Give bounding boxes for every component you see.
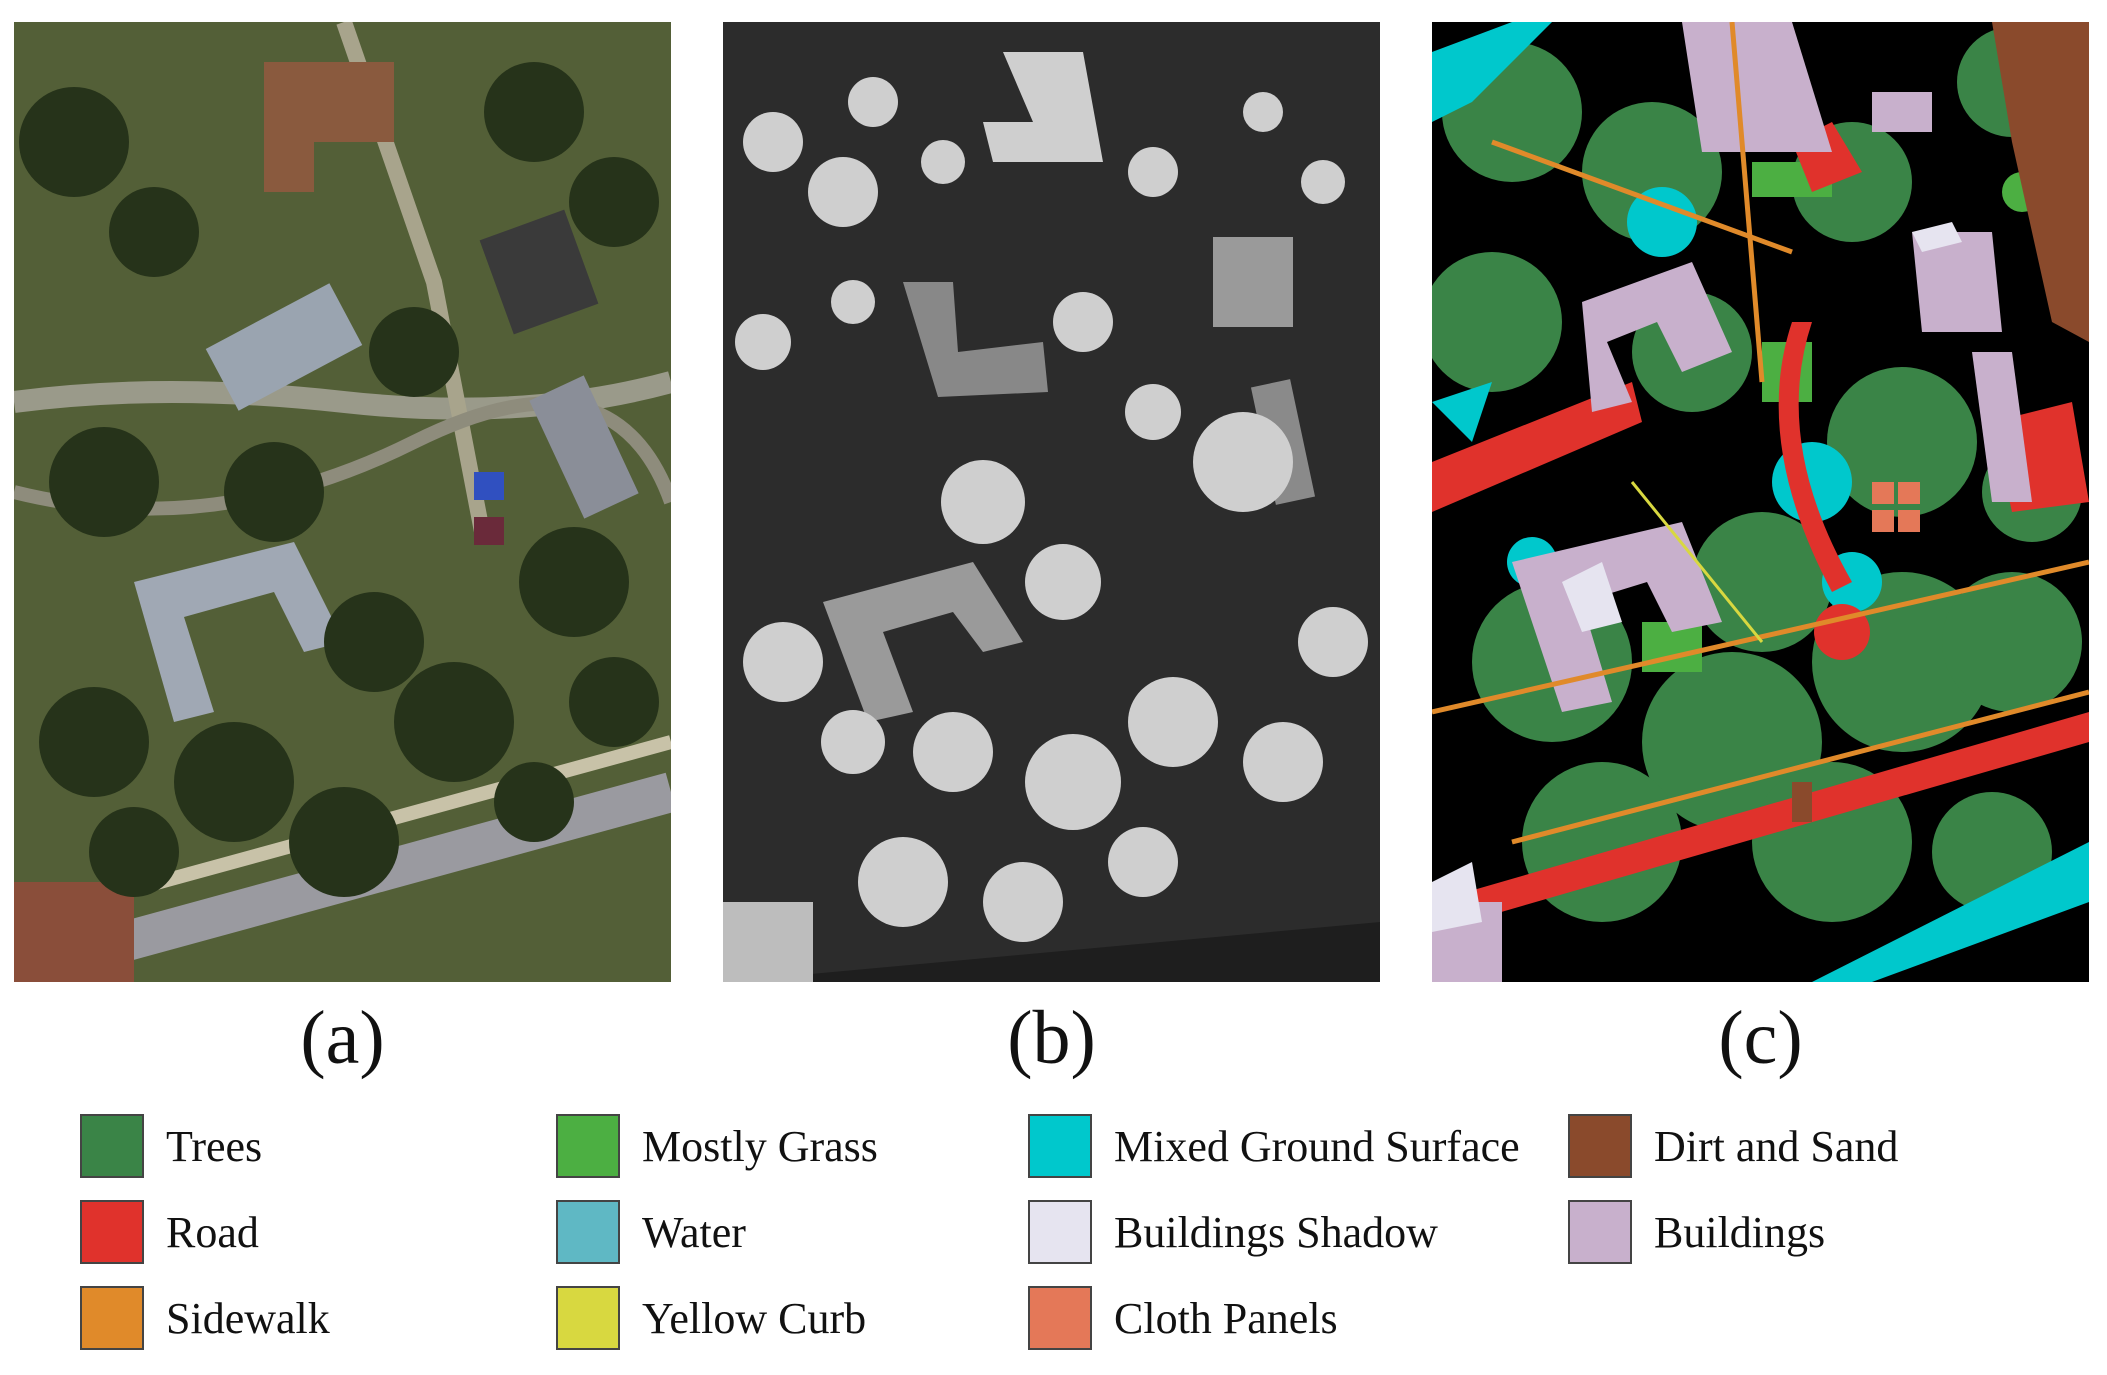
legend-item-sidewalk: Sidewalk [80,1284,330,1352]
legend-label-mixed-ground-surface: Mixed Ground Surface [1114,1121,1520,1171]
legend-label-water: Water [642,1207,746,1257]
legend-label-sidewalk: Sidewalk [166,1293,330,1343]
legend-item-mostly-grass: Mostly Grass [556,1112,878,1180]
legend-label-road: Road [166,1207,259,1257]
legend-label-buildings: Buildings [1654,1207,1826,1257]
legend-swatch-yellow-curb [556,1286,620,1350]
legend-item-yellow-curb: Yellow Curb [556,1284,866,1352]
classification-map [1432,22,2089,982]
legend-item-water: Water [556,1198,746,1266]
legend-label-dirt-and-sand: Dirt and Sand [1654,1121,1899,1171]
legend-label-buildings-shadow: Buildings Shadow [1114,1207,1438,1257]
legend-item-dirt-and-sand: Dirt and Sand [1568,1112,1898,1180]
caption-c: (c) [1718,996,1803,1080]
legend-item-road: Road [80,1198,259,1266]
legend-item-cloth-panels: Cloth Panels [1028,1284,1338,1352]
legend-swatch-dirt-and-sand [1568,1114,1632,1178]
caption-b: (b) [1007,996,1096,1080]
legend-swatch-mixed-ground-surface [1028,1114,1092,1178]
legend-swatch-cloth-panels [1028,1286,1092,1350]
legend-swatch-buildings [1568,1200,1632,1264]
legend-label-mostly-grass: Mostly Grass [642,1121,878,1171]
legend-label-cloth-panels: Cloth Panels [1114,1293,1338,1343]
legend-label-yellow-curb: Yellow Curb [642,1293,867,1343]
legend-swatch-water [556,1200,620,1264]
caption-a: (a) [300,996,385,1080]
rgb-aerial-image [14,22,671,982]
legend-item-mixed-ground-surface: Mixed Ground Surface [1028,1112,1520,1180]
legend-swatch-mostly-grass [556,1114,620,1178]
legend-swatch-sidewalk [80,1286,144,1350]
legend-swatch-trees [80,1114,144,1178]
legend: Trees Mostly Grass Mixed Ground Surface … [80,1112,2080,1362]
legend-label-trees: Trees [166,1121,263,1171]
lidar-elevation-image [723,22,1380,982]
legend-item-buildings: Buildings [1568,1198,1825,1266]
legend-item-trees: Trees [80,1112,262,1180]
legend-item-buildings-shadow: Buildings Shadow [1028,1198,1438,1266]
legend-swatch-buildings-shadow [1028,1200,1092,1264]
legend-swatch-road [80,1200,144,1264]
